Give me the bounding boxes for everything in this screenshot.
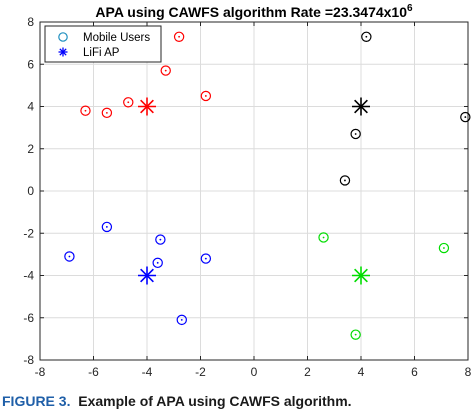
mobile-user-point-center — [180, 318, 183, 321]
mobile-user-point-center — [344, 179, 346, 182]
mobile-user-point — [64, 251, 75, 262]
y-tick-label: -4 — [23, 269, 34, 283]
y-tick-label: -6 — [23, 311, 34, 325]
mobile-user-point-center — [365, 35, 368, 38]
y-tick-label: -8 — [23, 353, 34, 367]
figure-caption: FIGURE 3. Example of APA using CAWFS alg… — [2, 393, 472, 411]
legend-mobile-users-marker — [58, 32, 68, 42]
mobile-user-point — [101, 107, 113, 119]
lifi-ap-point — [138, 266, 156, 285]
mobile-user-point-center — [68, 255, 71, 258]
mobile-user-point — [200, 90, 212, 102]
y-tick-label: 4 — [27, 100, 34, 114]
mobile-user-point-center — [164, 69, 167, 72]
y-tick-label: 8 — [27, 15, 34, 29]
mobile-user-point-center — [178, 35, 181, 38]
lifi-ap-point — [352, 266, 370, 285]
chart-title-main: APA using CAWFS algorithm Rate =23.3474x… — [95, 4, 407, 20]
y-tick-label: 0 — [27, 184, 34, 198]
mobile-user-point — [155, 234, 166, 245]
mobile-user-point-center — [156, 261, 159, 264]
lifi-ap-point-stroke — [354, 99, 368, 114]
mobile-user-point — [152, 257, 163, 269]
mobile-user-point — [361, 31, 372, 42]
mobile-user-point-center — [204, 95, 207, 97]
mobile-user-point — [460, 111, 471, 123]
x-tick-label: -6 — [88, 365, 99, 379]
data-marks — [64, 31, 471, 340]
x-tick-label: 8 — [465, 365, 472, 379]
mobile-user-point-center — [443, 247, 445, 249]
mobile-user-point — [350, 329, 361, 340]
x-tick-label: -8 — [35, 365, 46, 379]
x-tick-label: -4 — [142, 365, 153, 379]
lifi-ap-point — [352, 97, 370, 116]
mobile-user-point-center — [127, 101, 130, 104]
x-tick-label: 2 — [304, 365, 311, 379]
mobile-user-point-center — [322, 236, 325, 239]
mobile-user-point — [101, 221, 113, 233]
chart-title: APA using CAWFS algorithm Rate =23.3474x… — [95, 3, 413, 20]
mobile-user-point-center — [464, 116, 467, 118]
x-tick-label: 4 — [358, 365, 365, 379]
axis-ticks: -8 -6 -4 -2 0 2 4 6 8 -8 -6 -4 -2 0 2 4 6 8 — [23, 15, 471, 379]
x-tick-label: -2 — [195, 365, 206, 379]
y-tick-label: -2 — [23, 226, 34, 240]
mobile-user-point-center — [84, 109, 87, 112]
legend-lifi-ap-marker — [58, 47, 68, 57]
legend-lifi-ap-glyph-stroke — [59, 48, 67, 56]
mobile-user-point — [173, 31, 185, 42]
lifi-ap-point-stroke — [140, 99, 154, 114]
scatter-chart: -8 -6 -4 -2 0 2 4 6 8 -8 -6 -4 -2 0 2 4 6 8 APA using CAW… — [23, 3, 471, 379]
mobile-user-point — [80, 105, 91, 116]
legend-box — [44, 25, 162, 63]
mobile-user-point — [438, 242, 450, 254]
legend-lifi-ap-glyph — [58, 47, 68, 57]
y-tick-label: 6 — [27, 57, 34, 71]
grid-lines — [40, 22, 468, 360]
mobile-user-point — [318, 232, 329, 243]
caption-label: FIGURE 3. — [2, 393, 71, 409]
mobile-user-point-center — [105, 111, 108, 114]
mobile-user-point — [160, 65, 171, 76]
lifi-ap-point-stroke — [354, 268, 368, 283]
legend-lifi-ap-label: LiFi AP — [83, 47, 120, 59]
lifi-ap-point — [138, 97, 156, 116]
mobile-user-point-center — [354, 133, 357, 135]
caption-text: Example of APA using CAWFS algorithm. — [78, 393, 352, 409]
mobile-user-point-center — [354, 333, 357, 336]
y-tick-label: 2 — [27, 142, 34, 156]
mobile-user-point — [350, 128, 361, 140]
mobile-user-point — [176, 314, 187, 326]
x-tick-label: 6 — [411, 365, 418, 379]
legend-mobile-users-label: Mobile Users — [83, 32, 150, 44]
mobile-user-point-center — [159, 238, 162, 241]
chart-title-superscript: 6 — [407, 3, 413, 14]
legend: Mobile Users LiFi AP — [44, 25, 162, 63]
mobile-user-point — [200, 253, 212, 264]
lifi-ap-point-stroke — [140, 268, 154, 283]
mobile-user-point-center — [204, 257, 207, 260]
mobile-user-point — [339, 175, 351, 186]
mobile-user-point-center — [105, 226, 108, 228]
x-tick-label: 0 — [251, 365, 258, 379]
mobile-user-point — [123, 97, 134, 108]
